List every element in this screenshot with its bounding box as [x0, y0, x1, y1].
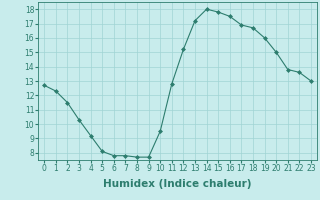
X-axis label: Humidex (Indice chaleur): Humidex (Indice chaleur): [103, 179, 252, 189]
